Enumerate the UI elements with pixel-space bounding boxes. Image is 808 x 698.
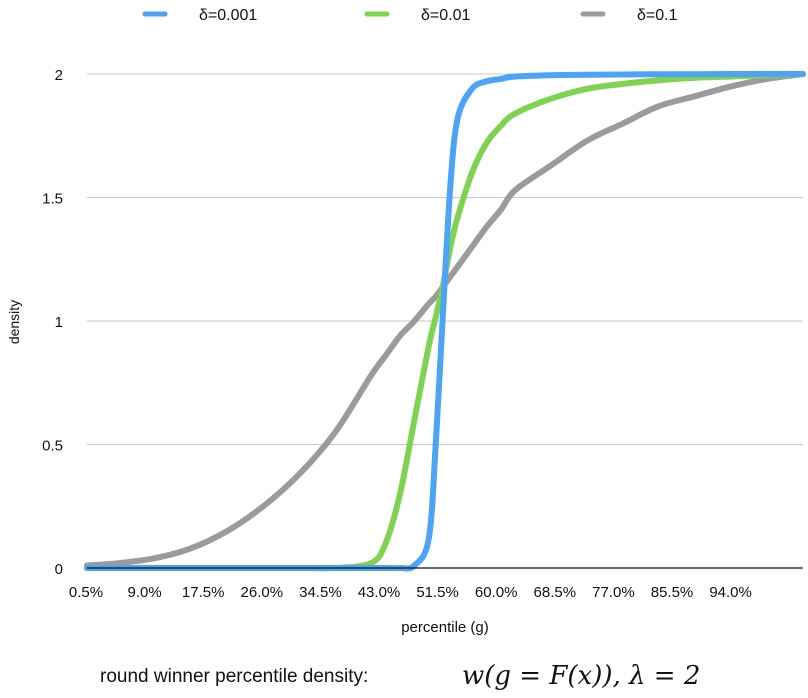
- legend-item: δ=0.1: [580, 7, 678, 24]
- legend-label: δ=0.01: [421, 7, 470, 24]
- legend-item: δ=0.01: [364, 7, 470, 24]
- legend: δ=0.001 δ=0.01 δ=0.1: [142, 7, 678, 24]
- y-tick-label: 0: [55, 561, 63, 578]
- x-tick-label: 0.5%: [69, 584, 103, 601]
- x-tick-label: 94.0%: [709, 584, 752, 601]
- x-tick-label: 9.0%: [127, 584, 161, 601]
- y-tick-label: 1: [55, 314, 63, 331]
- x-tick-label: 77.0%: [592, 584, 635, 601]
- x-tick-label: 17.5%: [182, 584, 225, 601]
- x-tick-label: 26.0%: [241, 584, 284, 601]
- x-axis-label: percentile (g): [401, 619, 489, 636]
- y-axis-label: density: [6, 300, 22, 344]
- legend-item: δ=0.001: [142, 7, 257, 24]
- y-tick-labels: 0 0.5 1 1.5 2: [42, 67, 63, 578]
- y-tick-label: 0.5: [42, 438, 63, 455]
- legend-label: δ=0.001: [199, 7, 257, 24]
- chart-caption: round winner percentile density:: [100, 666, 368, 687]
- x-tick-label: 85.5%: [651, 584, 694, 601]
- x-tick-label: 51.5%: [416, 584, 459, 601]
- x-tick-labels: 0.5% 9.0% 17.5% 26.0% 34.5% 43.0% 51.5% 60.0% 68…: [69, 584, 752, 601]
- x-tick-label: 34.5%: [299, 584, 342, 601]
- y-tick-label: 2: [55, 67, 63, 84]
- legend-label: δ=0.1: [637, 7, 678, 24]
- x-tick-label: 68.5%: [534, 584, 577, 601]
- x-tick-label: 43.0%: [358, 584, 401, 601]
- x-tick-label: 60.0%: [475, 584, 518, 601]
- y-tick-label: 1.5: [42, 191, 63, 208]
- chart-formula: w(g = F(x)), λ = 2: [462, 661, 700, 691]
